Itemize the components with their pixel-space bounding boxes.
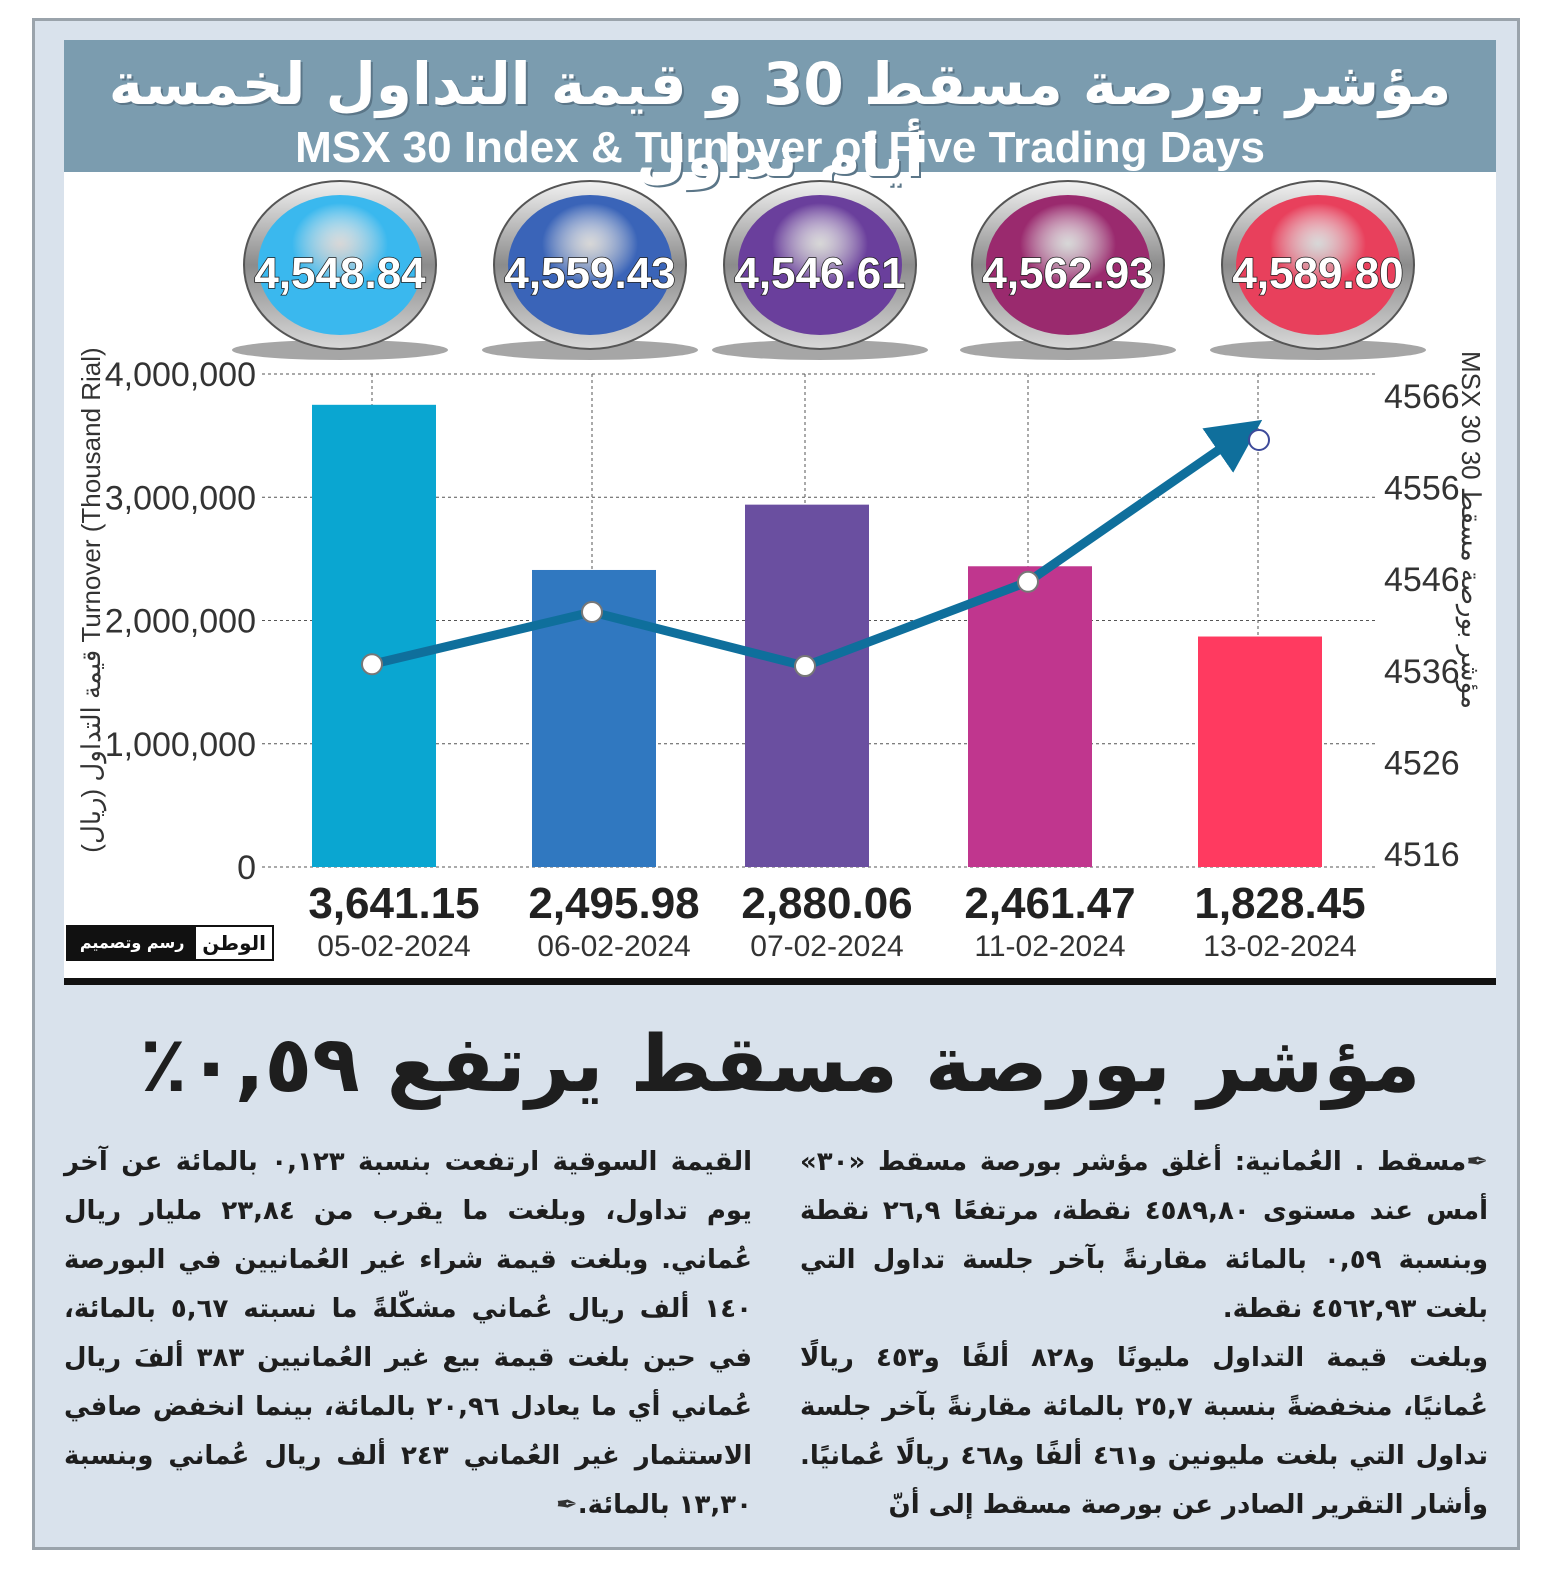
y2-axis-title-ar: مؤشر بورصة مسقط 30 bbox=[1455, 451, 1486, 709]
badge-fill bbox=[1236, 195, 1400, 335]
turnover-bar bbox=[1198, 636, 1322, 867]
x-tick-label: 05-02-2024 bbox=[317, 930, 470, 963]
chart-title-english: MSX 30 Index & Turnover of Five Trading … bbox=[295, 123, 1265, 172]
y-axis-title-ar: قيمة التداول (ريال) bbox=[76, 643, 107, 853]
article-headline: مؤشر بورصة مسقط يرتفع ٠,٥٩٪ bbox=[139, 1020, 1421, 1110]
y2-axis-title-en: MSX 30 bbox=[1456, 351, 1486, 451]
index-badge-value: 4,562.93 bbox=[982, 249, 1153, 298]
design-credit: رسم وتصميم bbox=[68, 927, 197, 959]
article-paragraph-text: مسقط . العُمانية: أغلق مؤشر بورصة مسقط «… bbox=[800, 1147, 1489, 1324]
turnover-bar bbox=[745, 504, 869, 867]
y2-tick-label: 4566 bbox=[1384, 378, 1460, 416]
y-tick-label: 4,000,000 bbox=[105, 356, 256, 394]
bar-value-label: 2,461.47 bbox=[964, 879, 1135, 928]
article-column-left: القيمة السوقية ارتفعت بنسبة ٠,١٢٣ بالمائ… bbox=[64, 1138, 752, 1530]
article-paragraph: وبلغت قيمة التداول مليونًا و٨٢٨ ألفًا و٤… bbox=[800, 1343, 1489, 1520]
turnover-bar bbox=[968, 566, 1092, 867]
index-badge-value: 4,559.43 bbox=[504, 249, 675, 298]
index-point bbox=[1248, 429, 1270, 451]
quill-icon: ✒ bbox=[1466, 1147, 1488, 1177]
x-tick-label: 11-02-2024 bbox=[974, 930, 1125, 963]
badge-fill bbox=[258, 195, 422, 335]
bar-value-label: 3,641.15 bbox=[308, 879, 479, 928]
x-tick-label: 07-02-2024 bbox=[750, 930, 903, 963]
y2-tick-label: 4536 bbox=[1384, 653, 1460, 691]
y2-axis-title: MSX 30 مؤشر بورصة مسقط 30 bbox=[1455, 351, 1486, 709]
x-tick-label: 13-02-2024 bbox=[1203, 930, 1356, 963]
x-tick-label: 06-02-2024 bbox=[537, 930, 690, 963]
index-point bbox=[1017, 570, 1039, 593]
article-paragraph: ✒ مسقط . العُمانية: أغلق مؤشر بورصة مسقط… bbox=[800, 1138, 1488, 1334]
y2-tick-label: 4516 bbox=[1384, 836, 1460, 874]
bar-value-label: 2,880.06 bbox=[741, 879, 912, 928]
badge-fill bbox=[986, 195, 1150, 335]
index-badge-value: 4,546.61 bbox=[734, 249, 905, 298]
article-paragraph: القيمة السوقية ارتفعت بنسبة ٠,١٢٣ بالمائ… bbox=[64, 1138, 752, 1530]
y-tick-label: 3,000,000 bbox=[105, 479, 256, 517]
index-point bbox=[361, 653, 383, 676]
chart-title-arabic: مؤشر بورصة مسقط 30 و قيمة التداول لخمسة … bbox=[108, 50, 1452, 190]
chart-header: مؤشر بورصة مسقط 30 و قيمة التداول لخمسة … bbox=[64, 40, 1496, 190]
index-badge-value: 4,548.84 bbox=[254, 249, 426, 298]
y2-tick-label: 4546 bbox=[1384, 561, 1460, 599]
badge-fill bbox=[508, 195, 672, 335]
y-tick-label: 0 bbox=[237, 849, 256, 887]
credit-logo: الوطن رسم وتصميم bbox=[66, 925, 274, 961]
quill-icon: ✒ bbox=[555, 1490, 578, 1520]
bar-value-label: 1,828.45 bbox=[1194, 879, 1365, 928]
brand-logo: الوطن bbox=[196, 927, 272, 959]
bar-value-label: 2,495.98 bbox=[528, 879, 699, 928]
article-column-right: ✒ مسقط . العُمانية: أغلق مؤشر بورصة مسقط… bbox=[800, 1138, 1488, 1530]
turnover-index-chart: 0 1,000,000 2,000,000 3,000,000 4,000,000 451… bbox=[76, 180, 1486, 963]
turnover-bar bbox=[312, 404, 436, 867]
y-axis-title-en: Turnover (Thousand Rial) bbox=[76, 347, 106, 642]
y-tick-label: 2,000,000 bbox=[105, 603, 256, 641]
y-tick-label: 1,000,000 bbox=[105, 726, 256, 764]
y2-tick-label: 4556 bbox=[1384, 470, 1460, 508]
article-paragraph-text: القيمة السوقية ارتفعت بنسبة ٠,١٢٣ بالمائ… bbox=[64, 1147, 753, 1520]
index-point bbox=[794, 655, 816, 678]
badge-fill bbox=[738, 195, 902, 335]
y-axis-title: قيمة التداول (ريال) Turnover (Thousand R… bbox=[76, 347, 107, 852]
index-point bbox=[581, 601, 603, 624]
section-divider bbox=[64, 978, 1496, 985]
y2-tick-label: 4526 bbox=[1384, 744, 1460, 782]
index-badge-value: 4,589.80 bbox=[1232, 249, 1403, 298]
